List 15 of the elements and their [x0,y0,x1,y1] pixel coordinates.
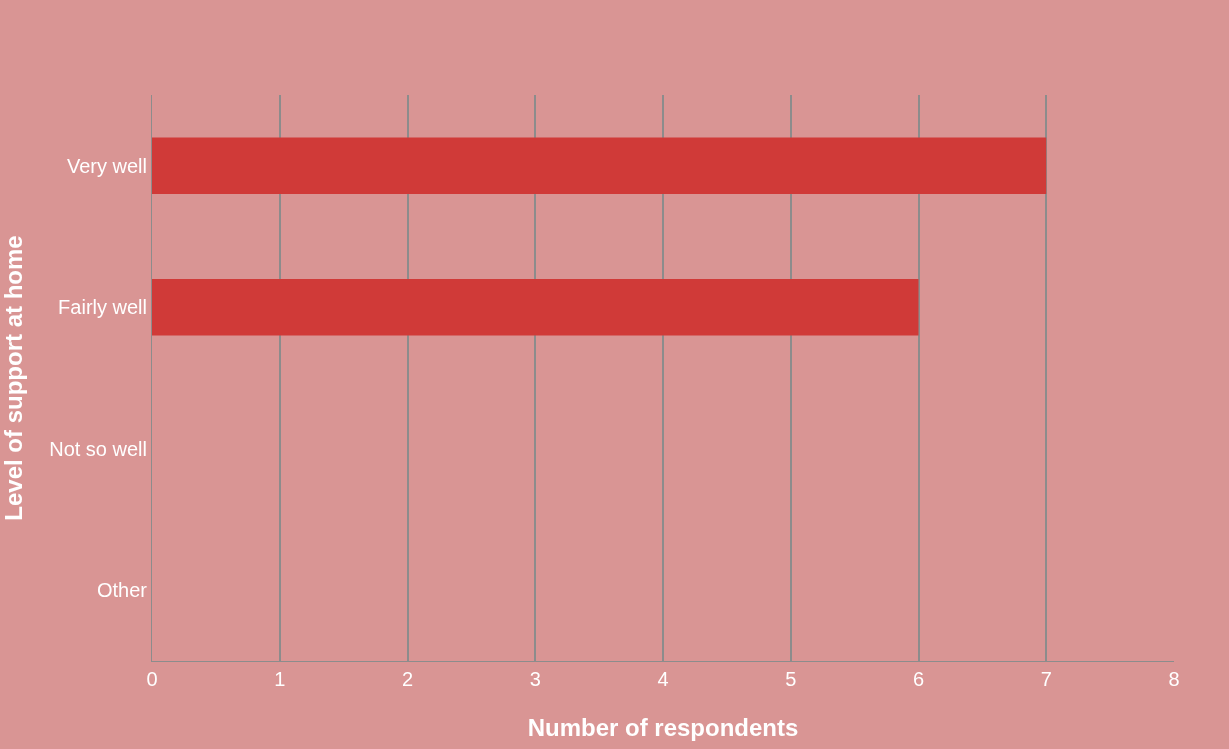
x-tick-label: 7 [1040,668,1052,690]
y-tick-label: Other [96,579,148,602]
x-tick-label: 8 [1168,668,1180,690]
y-tick-label: Fairly well [58,296,147,319]
x-tick-label: 6 [912,668,925,690]
x-tick-label: 3 [529,668,541,690]
x-tick-label: 5 [785,668,797,690]
x-tick-label: 0 [146,668,158,690]
x-tick-label: 4 [657,668,669,690]
x-tick-label: 2 [401,668,414,690]
x-axis-title: Number of respondents [527,714,799,742]
x-tick-label: 1 [274,668,286,690]
y-tick-label: Not so well [49,437,147,460]
y-axis-title: Level of support at home [0,235,27,521]
y-tick-label: Very well [66,154,147,177]
